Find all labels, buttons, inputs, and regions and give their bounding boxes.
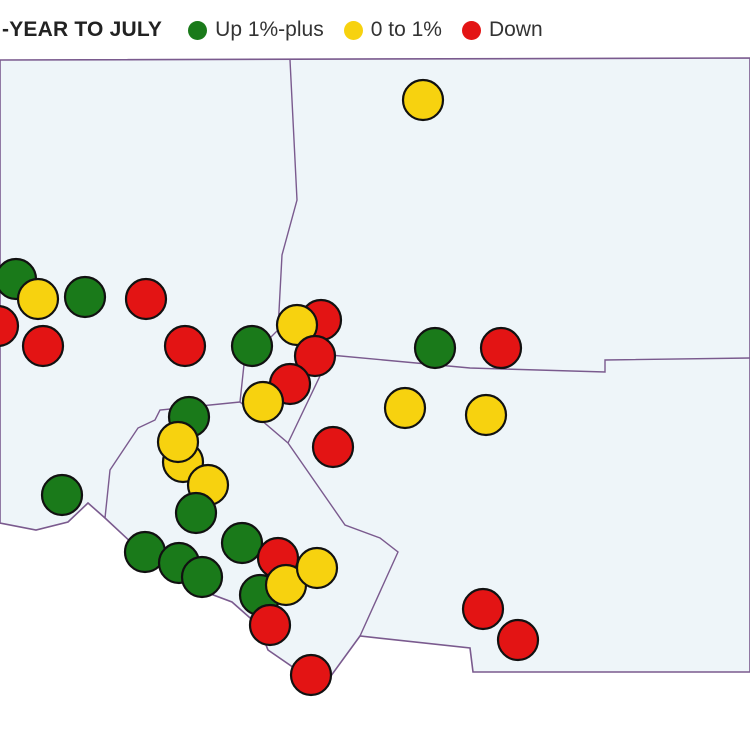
- marker-down: [479, 326, 523, 370]
- marker-up: [174, 491, 218, 535]
- marker-down: [163, 324, 207, 368]
- marker-flat: [241, 380, 285, 424]
- marker-up: [180, 555, 224, 599]
- location-markers: [0, 78, 540, 697]
- legend-dot-down: [461, 20, 481, 40]
- border-south-county: [239, 401, 399, 637]
- legend-item-down: Down: [461, 18, 543, 42]
- marker-down: [496, 618, 540, 662]
- marker-down: [461, 587, 505, 631]
- legend-item-flat: 0 to 1%: [343, 18, 442, 42]
- marker-down: [293, 334, 337, 378]
- marker-down: [124, 277, 168, 321]
- legend-label-down: Down: [488, 18, 543, 41]
- marker-up: [413, 326, 457, 370]
- marker-flat: [401, 78, 445, 122]
- marker-flat: [464, 393, 508, 437]
- marker-flat: [156, 420, 200, 464]
- land-area: [0, 57, 750, 681]
- marker-up: [220, 521, 264, 565]
- marker-down: [311, 425, 355, 469]
- map-legend: -YEAR TO JULY Up 1%-plus 0 to 1% Down: [0, 0, 750, 60]
- marker-up: [63, 275, 107, 319]
- marker-up: [40, 473, 84, 517]
- legend-label-up: Up 1%-plus: [215, 18, 324, 41]
- marker-down: [248, 603, 292, 647]
- marker-down: [0, 305, 20, 347]
- legend-title: -YEAR TO JULY: [2, 18, 163, 41]
- marker-flat: [383, 386, 427, 430]
- legend-label-flat: 0 to 1%: [370, 18, 442, 41]
- marker-up: [230, 324, 274, 368]
- legend-dot-flat: [343, 20, 363, 40]
- legend-dot-up: [188, 20, 208, 40]
- legend-item-up: Up 1%-plus: [188, 18, 324, 42]
- marker-flat: [16, 277, 60, 321]
- marker-down: [289, 653, 333, 697]
- marker-down: [21, 324, 65, 368]
- marker-flat: [295, 546, 339, 590]
